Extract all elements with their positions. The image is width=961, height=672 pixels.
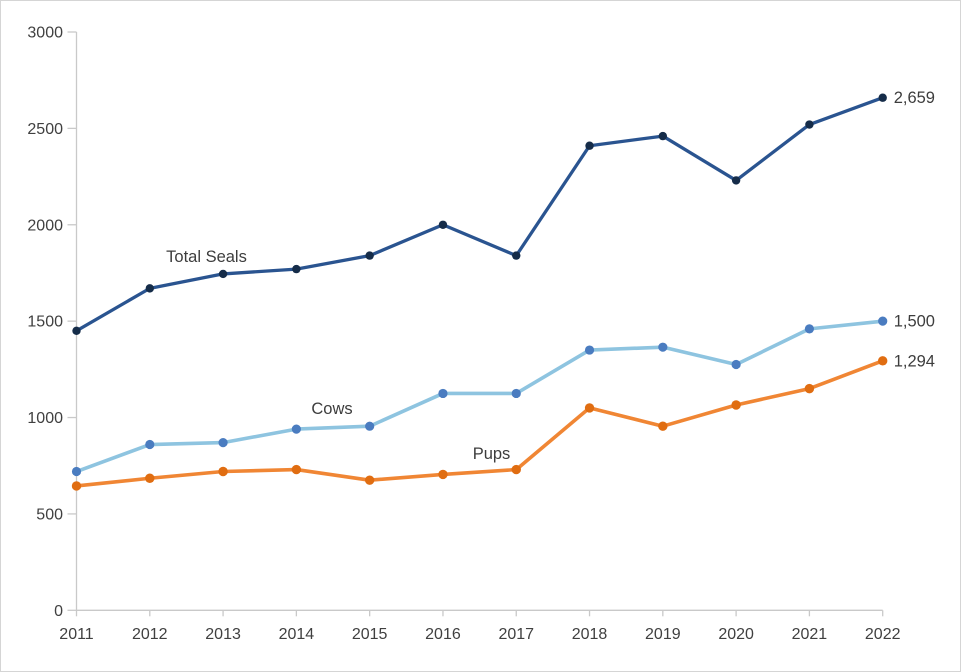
end-value-label-total-seals: 2,659 bbox=[894, 89, 935, 107]
x-tick-label: 2013 bbox=[205, 626, 241, 643]
end-value-label-cows: 1,500 bbox=[894, 313, 935, 331]
data-point-pups bbox=[364, 475, 375, 485]
y-tick-label: 1500 bbox=[27, 314, 63, 331]
data-point-total-seals bbox=[365, 251, 374, 260]
data-point-cows bbox=[71, 466, 82, 477]
data-point-pups bbox=[584, 403, 595, 413]
data-point-cows bbox=[291, 424, 301, 434]
data-point-cows bbox=[145, 439, 155, 450]
data-point-cows bbox=[511, 388, 521, 399]
data-point-cows bbox=[438, 388, 448, 399]
data-point-pups bbox=[804, 383, 815, 394]
x-tick-label: 2020 bbox=[718, 626, 754, 643]
y-tick-label: 3000 bbox=[27, 25, 63, 42]
data-point-pups bbox=[511, 464, 521, 475]
x-tick-label: 2018 bbox=[572, 626, 608, 643]
y-tick-label: 2000 bbox=[27, 217, 63, 234]
data-point-total-seals bbox=[805, 120, 814, 129]
x-tick-label: 2014 bbox=[279, 626, 315, 643]
data-point-cows bbox=[731, 359, 741, 370]
data-point-total-seals bbox=[512, 251, 521, 260]
data-point-total-seals bbox=[218, 269, 228, 279]
x-tick-label: 2011 bbox=[59, 626, 94, 643]
data-point-total-seals bbox=[145, 284, 154, 293]
series-line-pups bbox=[74, 359, 885, 488]
y-tick-label: 1000 bbox=[27, 410, 63, 427]
data-point-pups bbox=[291, 464, 302, 475]
data-point-cows bbox=[878, 316, 888, 326]
x-tick-label: 2016 bbox=[425, 626, 461, 643]
data-point-cows bbox=[218, 437, 228, 448]
data-point-total-seals bbox=[292, 264, 301, 274]
data-point-total-seals bbox=[438, 220, 448, 229]
data-point-cows bbox=[365, 421, 375, 431]
data-point-total-seals bbox=[878, 93, 887, 102]
data-point-cows bbox=[804, 324, 815, 334]
data-point-total-seals bbox=[731, 176, 741, 185]
data-point-pups bbox=[145, 473, 155, 483]
series-label-cows: Cows bbox=[311, 400, 352, 418]
data-point-total-seals bbox=[585, 141, 594, 150]
y-tick-label: 0 bbox=[54, 603, 63, 620]
y-tick-label: 500 bbox=[36, 506, 63, 523]
data-point-cows bbox=[658, 342, 668, 352]
series-label-total-seals: Total Seals bbox=[166, 248, 247, 266]
data-point-pups bbox=[658, 421, 668, 431]
x-tick-label: 2012 bbox=[132, 626, 168, 643]
end-value-label-pups: 1,294 bbox=[894, 352, 935, 370]
series-line-total-seals bbox=[74, 96, 885, 333]
x-tick-label: 2017 bbox=[498, 626, 534, 643]
x-tick-label: 2015 bbox=[352, 626, 388, 643]
data-point-pups bbox=[731, 400, 741, 410]
data-point-total-seals bbox=[72, 326, 81, 335]
data-point-total-seals bbox=[658, 131, 668, 141]
x-tick-label: 2021 bbox=[792, 626, 828, 643]
x-tick-label: 2019 bbox=[645, 626, 681, 643]
y-tick-label: 2500 bbox=[27, 121, 63, 138]
data-point-cows bbox=[584, 345, 595, 355]
data-point-pups bbox=[71, 481, 82, 491]
x-tick-label: 2022 bbox=[865, 626, 901, 643]
data-point-pups bbox=[438, 469, 448, 480]
series-label-pups: Pups bbox=[473, 445, 511, 463]
data-point-pups bbox=[218, 466, 228, 477]
series-line-cows bbox=[74, 319, 885, 474]
data-point-pups bbox=[878, 356, 888, 366]
